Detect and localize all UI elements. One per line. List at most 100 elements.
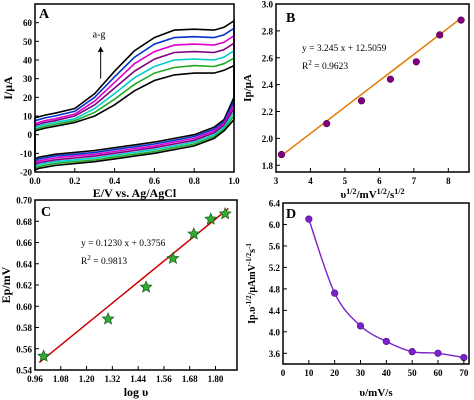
panel-a-frame <box>34 3 235 173</box>
y-tick-label: 1.8 <box>262 161 274 171</box>
series-line <box>308 218 464 359</box>
x-tick-label: 1.20 <box>79 374 95 384</box>
y-tick-label: 0.68 <box>16 217 32 227</box>
x-tick-label: 1.32 <box>104 374 120 384</box>
y-tick-label: 2.0 <box>262 134 274 144</box>
x-tick-label: 5 <box>343 176 348 186</box>
data-point <box>305 215 313 223</box>
y-tick-label: 6.4 <box>269 199 281 209</box>
y-tick-label: 40 <box>23 56 33 66</box>
y-tick-label: 0.70 <box>16 196 32 206</box>
x-tick-label: 10 <box>304 368 314 378</box>
fit-line <box>278 16 463 158</box>
y-tick-label: 0.66 <box>16 238 32 248</box>
x-tick-label: 0.96 <box>27 374 43 384</box>
panel-c-x-axis-label: log υ <box>124 385 149 399</box>
data-point-star <box>218 206 232 220</box>
x-tick-label: 50 <box>408 368 418 378</box>
y-tick-label: 3.0 <box>262 0 274 10</box>
y-tick-label: -20 <box>20 168 32 178</box>
x-tick-label: 1.08 <box>53 374 69 384</box>
x-tick-label: 30 <box>356 368 366 378</box>
x-tick-label: 0 <box>281 368 286 378</box>
data-point <box>331 289 339 297</box>
data-point <box>357 97 366 105</box>
x-tick-label: 0.8 <box>189 176 201 186</box>
panel-b-letter: B <box>286 11 295 26</box>
y-tick-label: 4.8 <box>269 284 281 294</box>
y-tick-label: 4.4 <box>269 306 281 316</box>
y-tick-label: 0.58 <box>16 323 32 333</box>
y-tick-label: 0.62 <box>16 281 32 291</box>
fit-line <box>38 207 229 364</box>
y-tick-label: 5.6 <box>269 241 281 251</box>
panel-d-x-axis-label: υ/mV/s <box>359 387 393 399</box>
panel-d-frame <box>282 202 470 365</box>
y-tick-label: 0.54 <box>16 366 32 376</box>
y-tick-label: 6.0 <box>269 220 281 230</box>
panel-c-letter: C <box>41 205 51 220</box>
x-tick-label: 1.44 <box>130 374 146 384</box>
panel-a-ticks: 0.0 0.2 0.4 0.6 0.8 1.0 -20 -10 0 10 20 30 40 50 60 <box>20 18 240 186</box>
data-point-star <box>101 312 115 325</box>
y-tick-label: 2.4 <box>262 80 274 90</box>
y-tick-label: 50 <box>23 37 33 47</box>
panel-a-x-axis-label: E/V vs. Ag/AgCl <box>93 186 177 200</box>
panel-c: 0.96 1.08 1.20 1.32 1.44 1.56 1.68 1.80 0.54 0.56… <box>0 196 238 399</box>
panel-d: 0 10 20 30 40 50 60 703.64.04.44.85.25.66.06.4 … <box>245 199 470 399</box>
panel-b-x-axis-label: υ1/2/mV1/2/s1/2 <box>341 187 405 201</box>
panel-c-ticks: 0.96 1.08 1.20 1.32 1.44 1.56 1.68 1.80 0.54 0.56… <box>16 196 224 385</box>
x-tick-label: 1.0 <box>228 176 240 186</box>
x-tick-label: 7 <box>412 176 417 186</box>
y-tick-label: 0 <box>28 130 33 140</box>
data-point <box>356 322 365 330</box>
panel-b: 3 4 5 6 7 8 1.8 2.0 2.2 2.4 2.6 2.8 3.0 B y = 3.245 … <box>242 0 470 201</box>
y-tick-label: 20 <box>23 93 33 103</box>
panel-d-letter: D <box>286 207 296 222</box>
data-point <box>460 353 468 362</box>
panel-a-letter: A <box>39 7 50 22</box>
x-tick-label: 60 <box>434 368 444 378</box>
y-tick-label: 5.2 <box>269 263 281 273</box>
y-tick-label: 60 <box>23 18 33 28</box>
x-tick-label: 70 <box>459 368 469 378</box>
x-tick-label: 0.4 <box>109 176 121 186</box>
panel-c-r-squared: R2 = 0.9813 <box>81 254 127 267</box>
panel-c-y-axis-label: Ep/mV <box>0 266 13 303</box>
y-tick-label: 4.0 <box>269 327 281 337</box>
x-tick-label: 20 <box>330 368 340 378</box>
panel-c-equation: y = 0.1230 x + 0.3756 <box>81 239 166 249</box>
data-point-star <box>204 212 218 225</box>
panel-a-y-axis-label: I/μA <box>1 76 15 100</box>
panel-a-arrowhead-icon <box>97 46 104 52</box>
panel-b-ticks: 3 4 5 6 7 8 1.8 2.0 2.2 2.4 2.6 2.8 3.0 <box>262 0 451 186</box>
data-point-star <box>37 349 51 362</box>
data-point <box>382 337 390 346</box>
x-tick-label: 0.6 <box>149 176 161 186</box>
x-tick-label: 4 <box>308 176 313 186</box>
data-point-star <box>166 251 180 265</box>
y-tick-label: -10 <box>20 149 32 159</box>
panel-d-ticks: 0 10 20 30 40 50 60 70 3.6 4.0 4.4 4.8 5.2 5.6 6.0 6.4 <box>269 199 469 379</box>
x-tick-label: 3 <box>274 176 279 186</box>
x-tick-label: 6 <box>377 176 382 186</box>
data-point <box>412 58 420 66</box>
panel-a-plot-area <box>34 19 235 172</box>
panel-d-y-axis-label: Ip.υ-1/2/μAmV-1/2s-1 <box>245 243 258 324</box>
x-tick-label: 1.68 <box>182 374 198 384</box>
y-tick-label: 30 <box>23 74 33 84</box>
data-point <box>386 75 395 83</box>
panel-a-annotation: a-g <box>93 30 106 41</box>
x-tick-label: 8 <box>446 176 451 186</box>
panel-b-equation: y = 3.245 x + 12.5059 <box>302 44 387 54</box>
data-point-star <box>187 227 201 240</box>
x-tick-label: 0.0 <box>29 176 41 186</box>
panel-b-frame <box>275 3 470 173</box>
y-tick-label: 0.60 <box>16 302 32 312</box>
y-tick-label: 10 <box>23 112 33 122</box>
data-point <box>436 31 444 39</box>
y-tick-label: 0.64 <box>16 259 32 269</box>
y-tick-label: 0.56 <box>16 344 32 354</box>
